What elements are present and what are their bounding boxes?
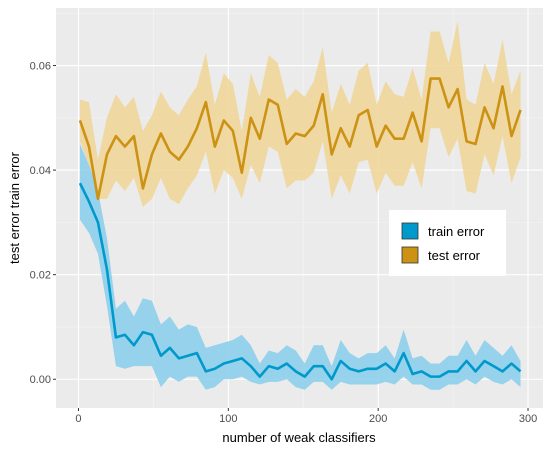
- y-tick-label: 0.02: [30, 270, 51, 282]
- band-train-error: [79, 143, 521, 390]
- x-axis-title: number of weak classifiers: [222, 430, 376, 445]
- x-tick-label: 0: [75, 413, 81, 425]
- y-axis-title: test error train error: [7, 151, 22, 264]
- x-tick-label: 300: [519, 413, 537, 425]
- band-test-error: [79, 21, 521, 207]
- legend-key-train-error: [401, 222, 419, 240]
- line-test-error: [78, 77, 522, 201]
- line-train-error: [78, 182, 522, 381]
- x-tick-label: 100: [219, 413, 237, 425]
- legend-box: [389, 210, 506, 276]
- y-tick-label: 0.04: [30, 165, 51, 177]
- x-tick-label: 200: [369, 413, 387, 425]
- legend: train error test error: [389, 210, 506, 276]
- y-axis: 0.00 0.02 0.04 0.06: [30, 61, 56, 386]
- x-axis: 0 100 200 300: [75, 408, 537, 425]
- y-tick-label: 0.06: [30, 61, 51, 73]
- legend-key-test-error: [401, 246, 419, 264]
- y-tick-label: 0.00: [30, 374, 51, 386]
- series-lines: [78, 77, 522, 381]
- confidence-bands: [79, 21, 521, 390]
- legend-label-test-error: test error: [428, 248, 481, 263]
- legend-label-train-error: train error: [428, 224, 485, 239]
